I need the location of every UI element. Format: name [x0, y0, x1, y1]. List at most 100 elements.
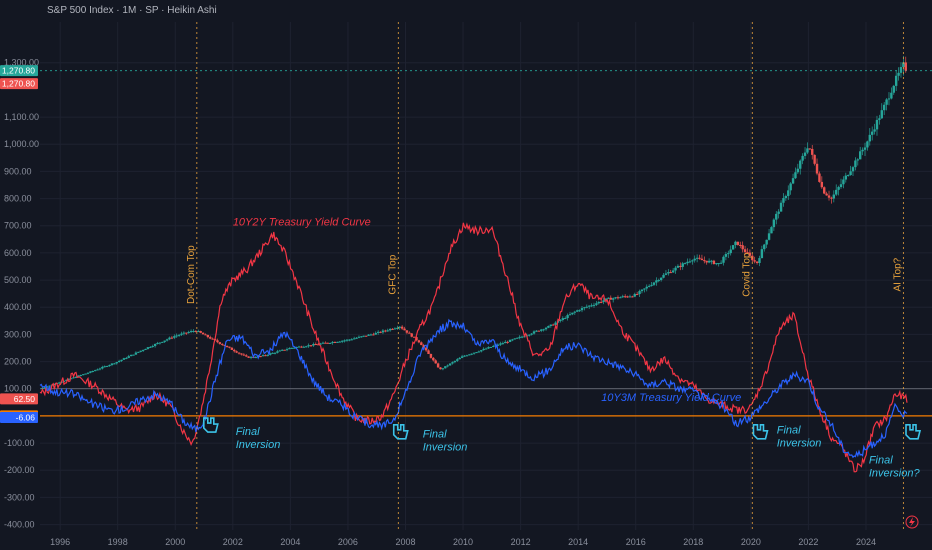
candle-body: [163, 340, 166, 342]
candle-body: [369, 334, 373, 336]
lightning-icon-bolt: [909, 517, 915, 527]
candle-body: [820, 181, 824, 188]
candle-body: [240, 353, 243, 355]
candle-body: [249, 356, 253, 358]
candle-body: [851, 167, 855, 172]
y-tick-label: -400.00: [4, 520, 35, 530]
candle-body: [115, 361, 118, 364]
candle-body: [69, 378, 73, 380]
candle-body: [501, 343, 505, 345]
sp500-candles: [41, 55, 907, 389]
candle-body: [103, 366, 106, 368]
candle-body: [669, 272, 672, 274]
candle-body: [105, 366, 109, 368]
vertical-marker-label: AI Top?: [892, 257, 903, 291]
candle-body: [444, 366, 447, 369]
candle-body: [578, 310, 581, 312]
candle-body: [77, 375, 80, 378]
candle-body: [228, 346, 231, 348]
candle-body: [623, 296, 627, 298]
candle-body: [472, 352, 476, 354]
candle-body: [384, 330, 387, 332]
candle-body: [633, 294, 636, 297]
candle-body: [547, 325, 550, 328]
vertical-marker-label: Dot-Com Top: [186, 245, 197, 304]
vertical-marker-label: Covid Top: [741, 252, 752, 297]
candle-body: [376, 331, 380, 333]
candle-body: [209, 337, 212, 339]
candle-body: [621, 296, 624, 298]
candle-body: [91, 370, 94, 372]
candle-body: [712, 260, 716, 264]
candle-body: [638, 291, 641, 295]
candle-body: [137, 351, 140, 353]
candle-body: [319, 343, 322, 345]
candle-body: [388, 328, 392, 331]
candle-body: [559, 319, 562, 321]
candle-body: [561, 318, 565, 320]
candle-body: [67, 378, 70, 380]
candle-body: [518, 336, 521, 338]
candle-body: [309, 345, 313, 347]
candle-body: [336, 341, 339, 343]
hand-pointer-icon: [392, 424, 409, 440]
candle-body: [566, 315, 569, 319]
hand-pointer-icon: [905, 424, 922, 440]
candle-body: [412, 336, 416, 338]
price-badge: [0, 412, 38, 424]
candle-body: [763, 244, 766, 250]
x-tick-label: 1996: [50, 537, 70, 547]
candle-body: [743, 249, 747, 253]
candle-body: [880, 110, 883, 119]
candle-body: [53, 384, 56, 386]
candle-body: [451, 362, 454, 364]
hand-pointer-icon: [202, 417, 219, 433]
candle-body: [266, 354, 270, 356]
candle-body: [343, 340, 346, 342]
candle-body: [856, 159, 859, 161]
candle-body: [695, 257, 699, 259]
candle-body: [458, 357, 461, 360]
candle-body: [355, 337, 358, 339]
candle-body: [199, 331, 202, 333]
price-badge-label: 62.50: [14, 394, 36, 404]
candle-body: [897, 72, 900, 76]
candle-body: [448, 363, 452, 366]
inversion-label: Inversion?: [869, 467, 921, 479]
candle-body: [429, 353, 433, 358]
candle-body: [614, 297, 617, 299]
candle-body: [842, 179, 845, 185]
candle-body: [364, 335, 368, 337]
candle-body: [177, 334, 181, 336]
candle-body: [710, 260, 713, 262]
candle-body: [379, 331, 382, 333]
candle-body: [571, 312, 574, 315]
price-badge: [0, 78, 38, 90]
x-tick-label: 1998: [108, 537, 128, 547]
candle-body: [825, 193, 828, 196]
candle-body: [643, 288, 646, 290]
y-tick-label: 500.00: [4, 275, 32, 285]
candle-body: [693, 258, 696, 261]
inversion-label: Inversion: [423, 442, 468, 454]
candle-body: [576, 310, 579, 312]
candle-body: [65, 379, 68, 381]
candle-body: [580, 308, 584, 311]
candle-body: [676, 265, 680, 268]
candle-body: [482, 348, 485, 351]
candle-body: [902, 62, 905, 68]
inversion-label: Final: [869, 454, 893, 466]
candle-body: [261, 355, 265, 357]
candle-body: [149, 346, 152, 348]
candle-body: [293, 347, 296, 349]
candle-body: [242, 354, 246, 356]
candle-body: [564, 318, 567, 320]
x-tick-label: 2022: [798, 537, 818, 547]
candle-body: [878, 118, 881, 120]
x-tick-label: 2024: [856, 537, 876, 547]
candle-body: [681, 263, 684, 267]
candle-body: [405, 330, 409, 333]
candle-body: [98, 368, 102, 370]
candle-body: [794, 172, 797, 179]
